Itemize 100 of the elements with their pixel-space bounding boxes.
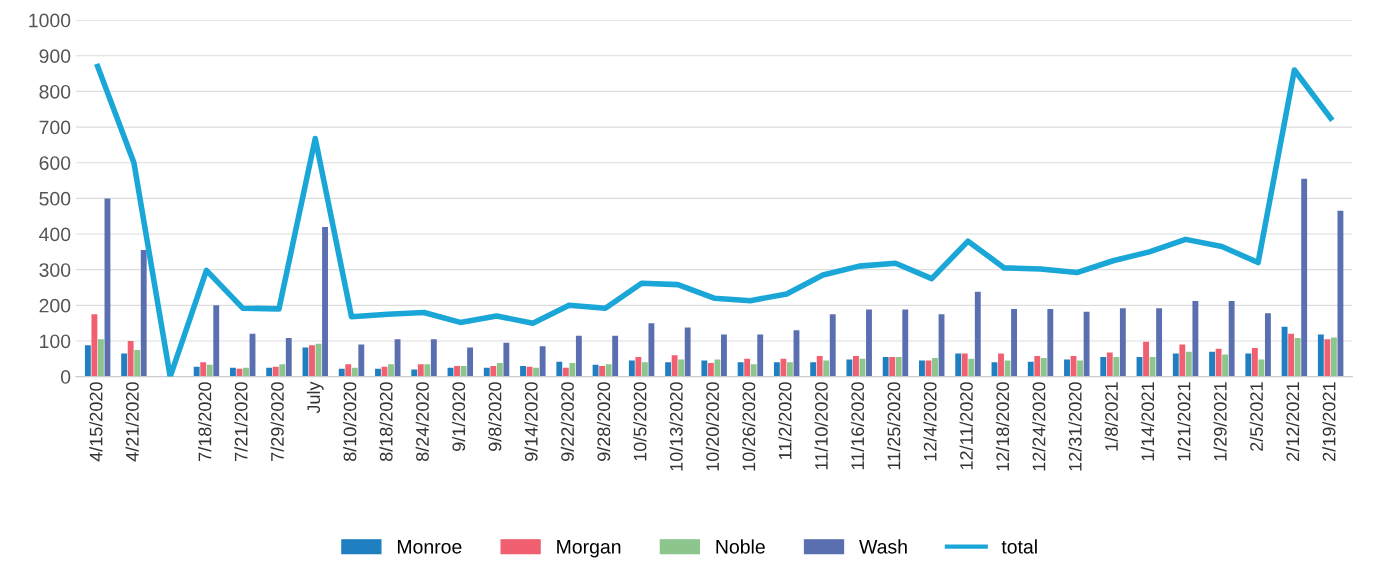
- y-tick-label: 200: [39, 298, 71, 313]
- bar: [266, 367, 273, 377]
- x-tick-label: 9/8/2020: [488, 382, 502, 451]
- x-tick-label: 9/1/2020: [451, 382, 466, 451]
- x-tick-label: 1/8/2021: [1104, 382, 1118, 451]
- x-tick-label: 2/19/2021: [1322, 382, 1336, 461]
- bar: [1027, 361, 1034, 377]
- bar: [351, 367, 358, 377]
- legend-label: Morgan: [557, 540, 621, 558]
- bar: [1172, 353, 1179, 377]
- bar: [737, 362, 744, 377]
- x-tick-label: 12/18/2020: [995, 382, 1010, 471]
- x-tick-label: 7/21/2020: [234, 382, 248, 461]
- bar: [1264, 313, 1271, 377]
- bar: [1011, 308, 1017, 377]
- bar: [562, 367, 569, 377]
- x-tick-label: 4/21/2020: [125, 382, 139, 462]
- bar: [1317, 334, 1324, 377]
- bar: [932, 358, 938, 377]
- bar: [1119, 308, 1126, 377]
- bar: [721, 334, 727, 377]
- legend-label: total: [1001, 539, 1037, 554]
- bar: [1083, 311, 1090, 377]
- x-tick-label: 9/28/2020: [596, 382, 611, 461]
- bar: [243, 367, 249, 377]
- bar: [714, 359, 721, 377]
- bar: [1288, 333, 1295, 377]
- bar: [1047, 308, 1054, 377]
- bar: [1228, 301, 1235, 377]
- x-tick-label: 11/16/2020: [850, 382, 865, 470]
- bar: [526, 366, 533, 377]
- bar: [998, 353, 1004, 377]
- bar: [1324, 339, 1331, 377]
- bar: [648, 323, 655, 377]
- bar: [322, 226, 328, 377]
- y-tick-label: 800: [39, 84, 71, 99]
- x-tick-label: 2/5/2021: [1249, 382, 1263, 451]
- bar: [285, 338, 292, 377]
- bar: [1040, 358, 1047, 377]
- bar: [279, 364, 286, 377]
- bar: [411, 369, 418, 377]
- bar: [520, 365, 526, 377]
- x-tick-label: 11/10/2020: [814, 382, 828, 470]
- y-tick-label: 100: [40, 334, 71, 349]
- bar: [467, 347, 474, 377]
- bar: [773, 362, 780, 377]
- bar: [140, 250, 147, 377]
- bar: [641, 362, 648, 377]
- x-tick-label: 9/14/2020: [524, 382, 538, 461]
- bar: [200, 362, 207, 377]
- legend-label: Noble: [716, 539, 765, 554]
- bar: [744, 358, 751, 377]
- bar: [605, 364, 612, 377]
- y-tick-label: 300: [39, 263, 71, 277]
- bar: [599, 365, 606, 377]
- x-tick-label: July: [306, 381, 324, 414]
- bar: [345, 364, 352, 377]
- bar: [592, 364, 599, 377]
- bar: [417, 364, 424, 377]
- bar: [454, 365, 460, 377]
- bar: [823, 360, 830, 377]
- x-tick-label: 12/11/2020: [959, 382, 973, 470]
- bar: [533, 367, 540, 377]
- x-tick-label: 2/12/2021: [1285, 382, 1300, 461]
- bar: [1245, 353, 1252, 377]
- bar: [919, 360, 925, 377]
- bar: [1156, 308, 1163, 377]
- bar: [1209, 351, 1215, 377]
- y-tick-label: 900: [39, 49, 71, 64]
- x-tick-label: 9/22/2020: [560, 382, 574, 461]
- bar: [1251, 348, 1258, 377]
- bar: [1222, 354, 1229, 377]
- bar: [1294, 338, 1301, 377]
- bar: [780, 358, 787, 377]
- x-tick-label: 11/25/2020: [887, 382, 901, 470]
- bar: [829, 314, 836, 377]
- bar: [1149, 357, 1156, 377]
- bar: [134, 349, 141, 377]
- x-tick-label: 1/21/2021: [1177, 382, 1191, 461]
- legend-label: Monroe: [397, 540, 462, 554]
- bar: [272, 366, 279, 377]
- bar: [1192, 301, 1199, 377]
- x-tick-label: 8/18/2020: [379, 382, 393, 462]
- x-tick-label: 7/29/2020: [270, 382, 284, 461]
- bar: [97, 339, 104, 377]
- bar: [678, 359, 685, 377]
- bar: [846, 359, 853, 377]
- bar: [556, 361, 563, 377]
- bar: [206, 364, 213, 377]
- bar: [394, 339, 401, 377]
- bar: [309, 345, 315, 377]
- bar: [787, 362, 793, 377]
- x-tick-label: 11/2/2020: [778, 382, 792, 460]
- bar: [853, 355, 859, 377]
- bar: [1281, 326, 1288, 377]
- bar: [1301, 178, 1308, 377]
- x-tick-label: 4/15/2020: [89, 382, 103, 462]
- bar: [496, 363, 503, 377]
- bar: [1113, 357, 1120, 377]
- bar: [84, 345, 91, 377]
